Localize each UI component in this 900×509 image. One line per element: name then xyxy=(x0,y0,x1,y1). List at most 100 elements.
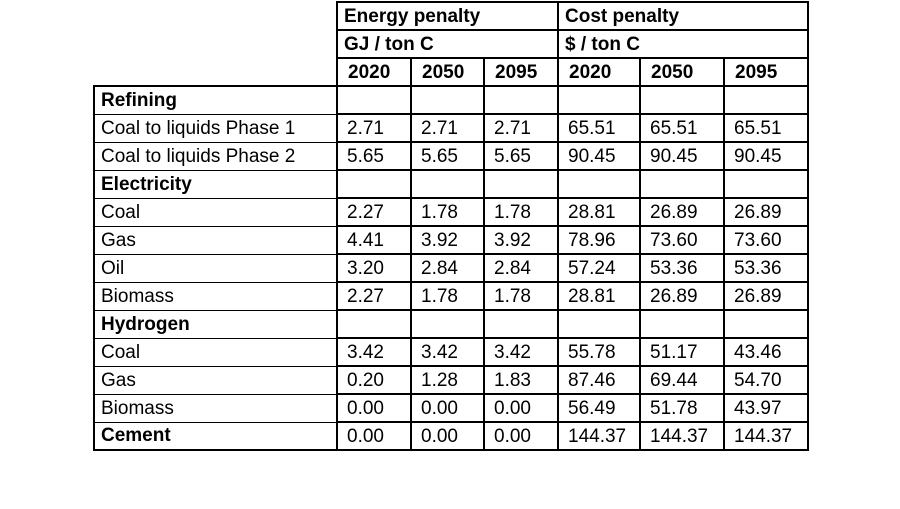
value-cell xyxy=(639,85,725,115)
header-row-units: GJ / ton C $ / ton C xyxy=(94,29,809,58)
value-cell: 51.78 xyxy=(639,393,725,423)
row-label: Biomass xyxy=(93,281,338,310)
value-cell: 90.45 xyxy=(557,141,641,171)
value-cell: 1.78 xyxy=(483,197,559,227)
table-row: Biomass 0.00 0.00 0.00 56.49 51.78 43.97 xyxy=(93,393,809,423)
energy-penalty-heading: Energy penalty xyxy=(336,1,558,30)
value-cell: 53.36 xyxy=(639,253,725,283)
value-cell xyxy=(557,309,641,339)
value-cell: 54.70 xyxy=(723,365,809,395)
value-cell: 1.83 xyxy=(483,365,559,395)
value-cell: 69.44 xyxy=(639,365,725,395)
header-row-titles: Energy penalty Cost penalty xyxy=(94,1,809,30)
row-label: Coal to liquids Phase 2 xyxy=(93,141,338,170)
value-cell: 0.00 xyxy=(336,421,412,451)
empty-corner-cell xyxy=(94,2,337,30)
value-cell: 0.00 xyxy=(410,393,485,423)
year-header-1: 2050 xyxy=(410,57,485,87)
value-cell: 43.97 xyxy=(723,393,809,423)
value-cell xyxy=(483,169,559,199)
value-cell xyxy=(336,85,412,115)
value-cell: 144.37 xyxy=(639,421,725,451)
table-row: Cement 0.00 0.00 0.00 144.37 144.37 144.37 xyxy=(93,421,809,451)
table-row: Gas 0.20 1.28 1.83 87.46 69.44 54.70 xyxy=(93,365,809,395)
table-row: Hydrogen xyxy=(93,309,809,339)
value-cell: 144.37 xyxy=(557,421,641,451)
value-cell xyxy=(723,85,809,115)
value-cell xyxy=(410,85,485,115)
year-header-0: 2020 xyxy=(336,57,412,87)
value-cell: 4.41 xyxy=(336,225,412,255)
value-cell: 26.89 xyxy=(723,281,809,311)
value-cell xyxy=(639,169,725,199)
penalty-table: Energy penalty Cost penalty GJ / ton C $… xyxy=(93,1,809,451)
value-cell: 2.71 xyxy=(336,113,412,143)
value-cell xyxy=(336,309,412,339)
value-cell xyxy=(557,85,641,115)
value-cell: 3.20 xyxy=(336,253,412,283)
energy-unit-heading: GJ / ton C xyxy=(336,29,558,58)
row-label: Coal xyxy=(93,197,338,226)
value-cell: 43.46 xyxy=(723,337,809,367)
row-label: Gas xyxy=(93,225,338,254)
value-cell xyxy=(483,309,559,339)
value-cell: 2.71 xyxy=(483,113,559,143)
row-label: Hydrogen xyxy=(93,309,338,338)
year-header-2: 2095 xyxy=(483,57,559,87)
value-cell: 87.46 xyxy=(557,365,641,395)
value-cell: 90.45 xyxy=(723,141,809,171)
value-cell xyxy=(723,309,809,339)
value-cell: 26.89 xyxy=(639,197,725,227)
value-cell: 73.60 xyxy=(639,225,725,255)
value-cell xyxy=(410,169,485,199)
value-cell: 5.65 xyxy=(483,141,559,171)
value-cell: 3.92 xyxy=(483,225,559,255)
table-row: Coal 2.27 1.78 1.78 28.81 26.89 26.89 xyxy=(93,197,809,227)
value-cell: 2.27 xyxy=(336,197,412,227)
value-cell: 28.81 xyxy=(557,281,641,311)
row-label: Cement xyxy=(93,421,338,451)
table-row: Gas 4.41 3.92 3.92 78.96 73.60 73.60 xyxy=(93,225,809,255)
value-cell: 53.36 xyxy=(723,253,809,283)
table-row: Oil 3.20 2.84 2.84 57.24 53.36 53.36 xyxy=(93,253,809,283)
value-cell: 5.65 xyxy=(410,141,485,171)
value-cell: 3.42 xyxy=(410,337,485,367)
value-cell: 1.78 xyxy=(410,197,485,227)
row-label: Electricity xyxy=(93,169,338,198)
value-cell: 1.28 xyxy=(410,365,485,395)
table-row: Coal to liquids Phase 2 5.65 5.65 5.65 90.45… xyxy=(93,141,809,171)
value-cell: 51.17 xyxy=(639,337,725,367)
cost-penalty-heading: Cost penalty xyxy=(557,1,809,30)
value-cell: 57.24 xyxy=(557,253,641,283)
value-cell: 0.00 xyxy=(483,393,559,423)
value-cell: 1.78 xyxy=(483,281,559,311)
value-cell: 2.84 xyxy=(410,253,485,283)
row-label: Gas xyxy=(93,365,338,394)
row-label: Coal xyxy=(93,337,338,366)
value-cell xyxy=(557,169,641,199)
value-cell: 5.65 xyxy=(336,141,412,171)
value-cell: 28.81 xyxy=(557,197,641,227)
value-cell: 3.42 xyxy=(336,337,412,367)
value-cell: 0.00 xyxy=(336,393,412,423)
value-cell xyxy=(723,169,809,199)
value-cell: 56.49 xyxy=(557,393,641,423)
value-cell: 73.60 xyxy=(723,225,809,255)
table-row: Coal 3.42 3.42 3.42 55.78 51.17 43.46 xyxy=(93,337,809,367)
value-cell: 65.51 xyxy=(557,113,641,143)
value-cell: 3.42 xyxy=(483,337,559,367)
table-row: Electricity xyxy=(93,169,809,199)
value-cell xyxy=(483,85,559,115)
value-cell: 2.84 xyxy=(483,253,559,283)
row-label: Refining xyxy=(93,86,338,114)
value-cell: 0.20 xyxy=(336,365,412,395)
table-row: Coal to liquids Phase 1 2.71 2.71 2.71 65.51… xyxy=(93,113,809,143)
empty-corner-cell xyxy=(94,30,337,58)
row-label: Biomass xyxy=(93,393,338,422)
value-cell: 55.78 xyxy=(557,337,641,367)
table-body: Energy penalty Cost penalty GJ / ton C $… xyxy=(93,1,809,451)
value-cell: 3.92 xyxy=(410,225,485,255)
value-cell: 65.51 xyxy=(723,113,809,143)
value-cell xyxy=(639,309,725,339)
value-cell: 144.37 xyxy=(723,421,809,451)
